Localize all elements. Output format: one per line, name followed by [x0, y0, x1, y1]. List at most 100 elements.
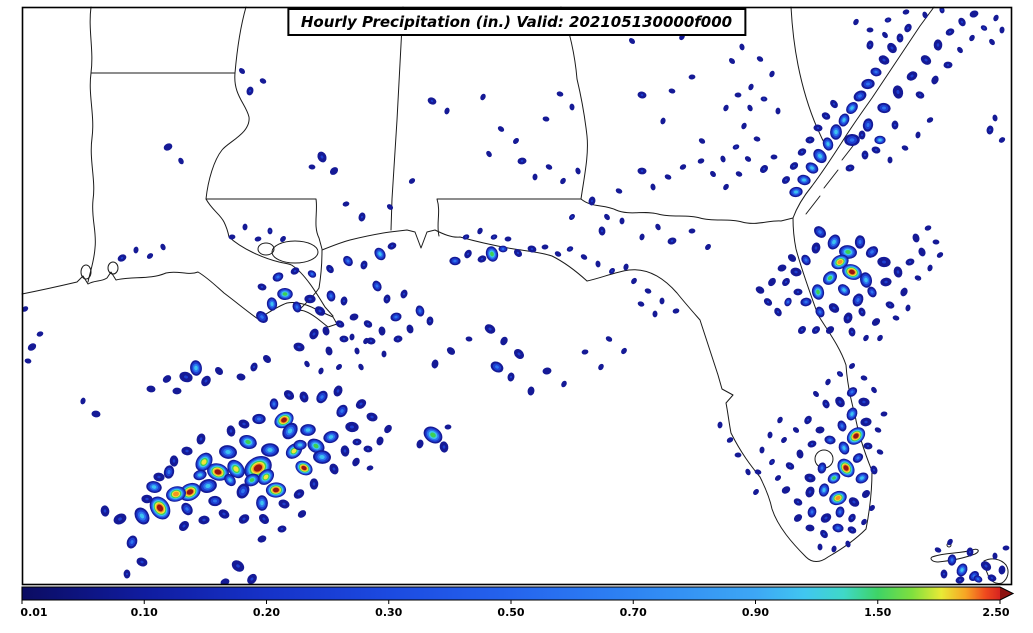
precip-cell-ring — [960, 20, 964, 24]
precip-cell-ring — [882, 31, 888, 39]
precip-cell-ring — [350, 425, 354, 429]
precip-cell-ring — [876, 449, 884, 455]
precip-cell-ring — [948, 30, 952, 34]
precip-cell-ring — [222, 512, 226, 516]
precip-cell-ring — [569, 103, 575, 111]
precip-cell-ring — [759, 446, 765, 454]
precip-cell-ring — [735, 146, 737, 148]
precip-cell-ring — [336, 389, 340, 393]
precip-cell-ring — [444, 424, 452, 430]
precip-cell-ring — [822, 532, 826, 536]
precip-cell-ring — [185, 449, 189, 453]
precip-cell-ring — [753, 488, 759, 496]
lake-pontchartrain — [271, 240, 319, 264]
precip-cell-ring — [710, 170, 716, 178]
precip-cell-ring — [998, 565, 1006, 575]
precip-cell-ring — [992, 114, 998, 122]
precip-cell-ring — [291, 448, 297, 454]
precip-cell-ring — [810, 442, 814, 446]
precip-cell-ring — [236, 564, 240, 568]
precip-cell-ring — [887, 19, 889, 21]
precip-cell-ring — [826, 142, 830, 146]
border-mississippi-alabama — [390, 6, 404, 231]
precip-cell-ring — [838, 400, 842, 404]
precip-cell-ring — [362, 263, 366, 267]
colorbar-tick-label: 0.50 — [497, 606, 524, 619]
precip-cell-ring — [370, 415, 374, 419]
precip-cell-ring — [532, 173, 538, 181]
precip-cell-ring — [287, 428, 293, 434]
precip-cell-ring — [581, 349, 589, 355]
precip-cell-ring — [860, 375, 868, 381]
precip-cell-ring — [560, 177, 566, 185]
precip-cell-ring — [354, 347, 360, 355]
precip-cell-ring — [194, 365, 198, 371]
precip-cell-ring — [843, 465, 849, 471]
colorbar-gradient-bar — [22, 587, 1000, 600]
precip-cell-ring — [990, 576, 994, 580]
precip-cell-ring — [541, 244, 549, 250]
precip-cell-ring — [580, 254, 588, 260]
precip-cell-ring — [611, 270, 613, 272]
basemap-geography — [21, 6, 1009, 584]
precip-cell-ring — [828, 438, 832, 442]
precip-cell-ring — [225, 449, 231, 455]
precip-cell-ring — [802, 178, 806, 182]
precip-cell-ring — [205, 483, 211, 489]
precip-cell-ring — [282, 502, 286, 506]
precip-cell-ring — [295, 305, 299, 309]
precip-cell-ring — [845, 540, 851, 548]
precip-cell-ring — [856, 298, 860, 302]
precip-cell-ring — [810, 510, 814, 514]
precip-cell-ring — [623, 263, 629, 271]
precip-cell-ring — [800, 328, 804, 332]
precip-cell-ring — [697, 158, 705, 164]
precip-cell-ring — [806, 418, 810, 422]
colorbar-outline — [21, 586, 1015, 601]
precip-cell-ring — [186, 489, 194, 495]
precip-cell-ring — [178, 157, 184, 165]
precip-cell-ring — [376, 436, 384, 446]
precip-cell-ring — [756, 56, 764, 62]
precip-cell-ring — [220, 578, 230, 584]
precip-cell-ring — [280, 235, 286, 243]
precip-cell-ring — [825, 326, 835, 334]
precip-cell-ring — [860, 310, 864, 314]
precip-cell-ring — [976, 577, 980, 581]
precip-cell-ring — [267, 448, 273, 452]
precip-cell-ring — [396, 337, 400, 341]
precip-cell-ring — [637, 301, 645, 307]
precip-cell-ring — [530, 247, 534, 251]
precip-cell-ring — [130, 540, 134, 544]
precip-cell-ring — [800, 150, 804, 154]
precip-cell-ring — [604, 213, 610, 221]
precip-cell-ring — [936, 43, 940, 47]
precip-cell-ring — [140, 560, 144, 564]
coastline-mississippi-alabama-panhandle — [321, 229, 588, 282]
precip-cell-ring — [792, 164, 796, 168]
precip-cell-ring — [480, 257, 484, 261]
precip-cell-ring — [228, 478, 232, 482]
precip-cell-ring — [363, 337, 369, 345]
precip-cell-ring — [163, 143, 173, 151]
precip-cell-ring — [864, 153, 866, 157]
precip-cell-ring — [850, 106, 854, 110]
precip-cell-ring — [318, 309, 322, 313]
precip-cell-ring — [912, 233, 920, 243]
precip-cell-ring — [993, 14, 999, 22]
precip-cell-ring — [968, 550, 972, 554]
precip-cell-ring — [892, 315, 900, 321]
precip-cell-ring — [342, 201, 350, 207]
precip-cell-ring — [493, 236, 495, 238]
precip-cell-ring — [27, 343, 37, 351]
precip-cell-ring — [263, 474, 269, 480]
precip-cell-ring — [204, 379, 208, 383]
precip-cell-ring — [914, 275, 922, 281]
precip-cell-ring — [888, 303, 892, 307]
precip-cell-ring — [91, 410, 101, 418]
border-alabama-georgia — [560, 6, 588, 200]
precip-cell-ring — [868, 43, 872, 47]
precip-cell-ring — [992, 552, 998, 560]
precip-cell-ring — [771, 461, 773, 463]
precip-cell-ring — [900, 287, 908, 297]
